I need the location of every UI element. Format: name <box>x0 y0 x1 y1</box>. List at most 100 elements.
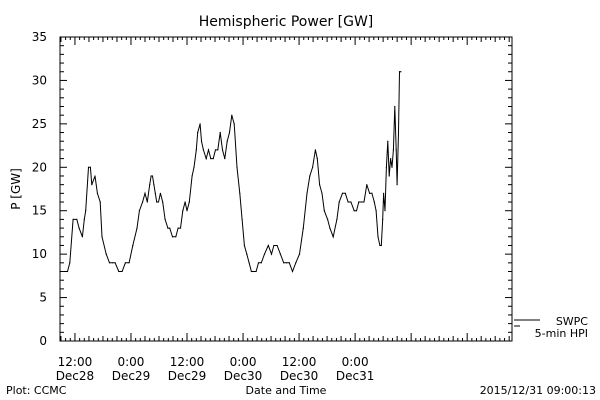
y-tick-label: 0 <box>39 334 47 348</box>
series-points-5-min-hpi <box>59 71 402 273</box>
data-point <box>341 192 344 194</box>
data-point <box>101 236 103 238</box>
data-point <box>146 201 148 203</box>
x-tick-label-date: Dec28 <box>56 369 95 383</box>
data-point <box>384 210 386 212</box>
data-point <box>94 175 96 177</box>
data-point <box>263 253 266 255</box>
data-point <box>182 210 184 212</box>
data-point <box>253 270 255 273</box>
data-point <box>81 236 83 238</box>
x-tick-label-date: Dec29 <box>168 369 207 383</box>
x-axis-label: Date and Time <box>246 384 327 397</box>
data-point <box>108 262 111 264</box>
data-point <box>179 227 182 229</box>
data-point <box>200 140 203 142</box>
data-point <box>78 227 80 229</box>
data-point <box>353 210 355 212</box>
data-point <box>295 262 297 264</box>
data-point <box>167 227 169 229</box>
data-point <box>387 140 389 142</box>
data-point <box>197 131 199 134</box>
data-point <box>332 236 334 238</box>
y-tick-label: 35 <box>32 30 47 44</box>
data-point <box>138 210 140 212</box>
data-point <box>159 192 161 194</box>
legend-label-5-min-hpi: 5-min HPI <box>535 327 588 340</box>
data-point <box>195 149 197 151</box>
data-point <box>273 244 275 247</box>
x-tick-label-date: Dec30 <box>224 369 263 383</box>
data-point <box>391 166 393 168</box>
data-point <box>379 244 381 247</box>
plot-credit: Plot: CCMC <box>6 384 67 397</box>
data-point <box>151 175 154 177</box>
data-point <box>396 184 398 186</box>
x-tick-label-time: 12:00 <box>58 355 93 369</box>
data-point <box>85 210 87 212</box>
data-point <box>344 192 346 194</box>
data-point <box>217 149 219 151</box>
data-point <box>394 105 396 108</box>
data-point <box>221 149 224 151</box>
data-point <box>267 244 269 247</box>
data-point <box>214 149 217 151</box>
y-tick-label: 30 <box>32 73 47 87</box>
data-point <box>169 227 171 229</box>
data-point <box>383 192 385 194</box>
data-point <box>99 201 101 203</box>
data-point <box>124 262 126 264</box>
data-point <box>111 262 113 264</box>
data-point <box>132 244 134 247</box>
data-point <box>276 244 278 247</box>
series-line-5-min-hpi <box>60 71 401 273</box>
data-point <box>380 244 382 247</box>
data-point <box>226 140 228 142</box>
data-point <box>114 262 116 264</box>
data-point <box>96 192 98 194</box>
plot-frame <box>59 36 513 342</box>
x-tick-label-time: 12:00 <box>170 355 205 369</box>
data-point <box>66 270 69 273</box>
x-tick-label-date: Dec29 <box>112 369 151 383</box>
data-point <box>338 201 340 203</box>
data-point <box>76 218 78 220</box>
y-tick-label: 10 <box>32 247 47 261</box>
x-tick-label-time: 12:00 <box>282 355 317 369</box>
data-point <box>199 123 201 125</box>
data-point <box>385 166 387 168</box>
data-point <box>375 210 377 212</box>
data-point <box>377 236 379 238</box>
data-point <box>243 244 245 247</box>
data-point <box>392 149 394 151</box>
data-point <box>177 227 179 229</box>
data-point <box>288 262 290 264</box>
data-point <box>239 192 241 194</box>
data-point <box>72 218 74 220</box>
data-point <box>236 166 238 168</box>
data-point <box>154 192 156 194</box>
x-tick-label-date: Dec31 <box>336 369 375 383</box>
data-point <box>358 201 360 203</box>
data-point <box>231 114 233 116</box>
x-axis-ticks: 12:00Dec280:00Dec2912:00Dec290:00Dec3012… <box>56 37 510 383</box>
data-point <box>233 123 235 125</box>
data-point <box>382 218 384 220</box>
data-point <box>369 192 371 194</box>
y-axis-label: P [GW] <box>9 168 23 210</box>
data-point <box>156 201 158 203</box>
data-point <box>388 175 390 177</box>
data-point <box>270 253 273 255</box>
data-point <box>336 218 338 220</box>
data-point <box>157 201 160 203</box>
data-point <box>314 149 316 151</box>
data-point <box>306 192 308 194</box>
data-point <box>323 210 325 212</box>
data-point <box>184 201 186 203</box>
data-point <box>279 253 281 255</box>
data-point <box>162 201 164 203</box>
data-point <box>212 158 214 160</box>
y-tick-label: 20 <box>32 160 47 174</box>
data-point <box>371 192 373 194</box>
